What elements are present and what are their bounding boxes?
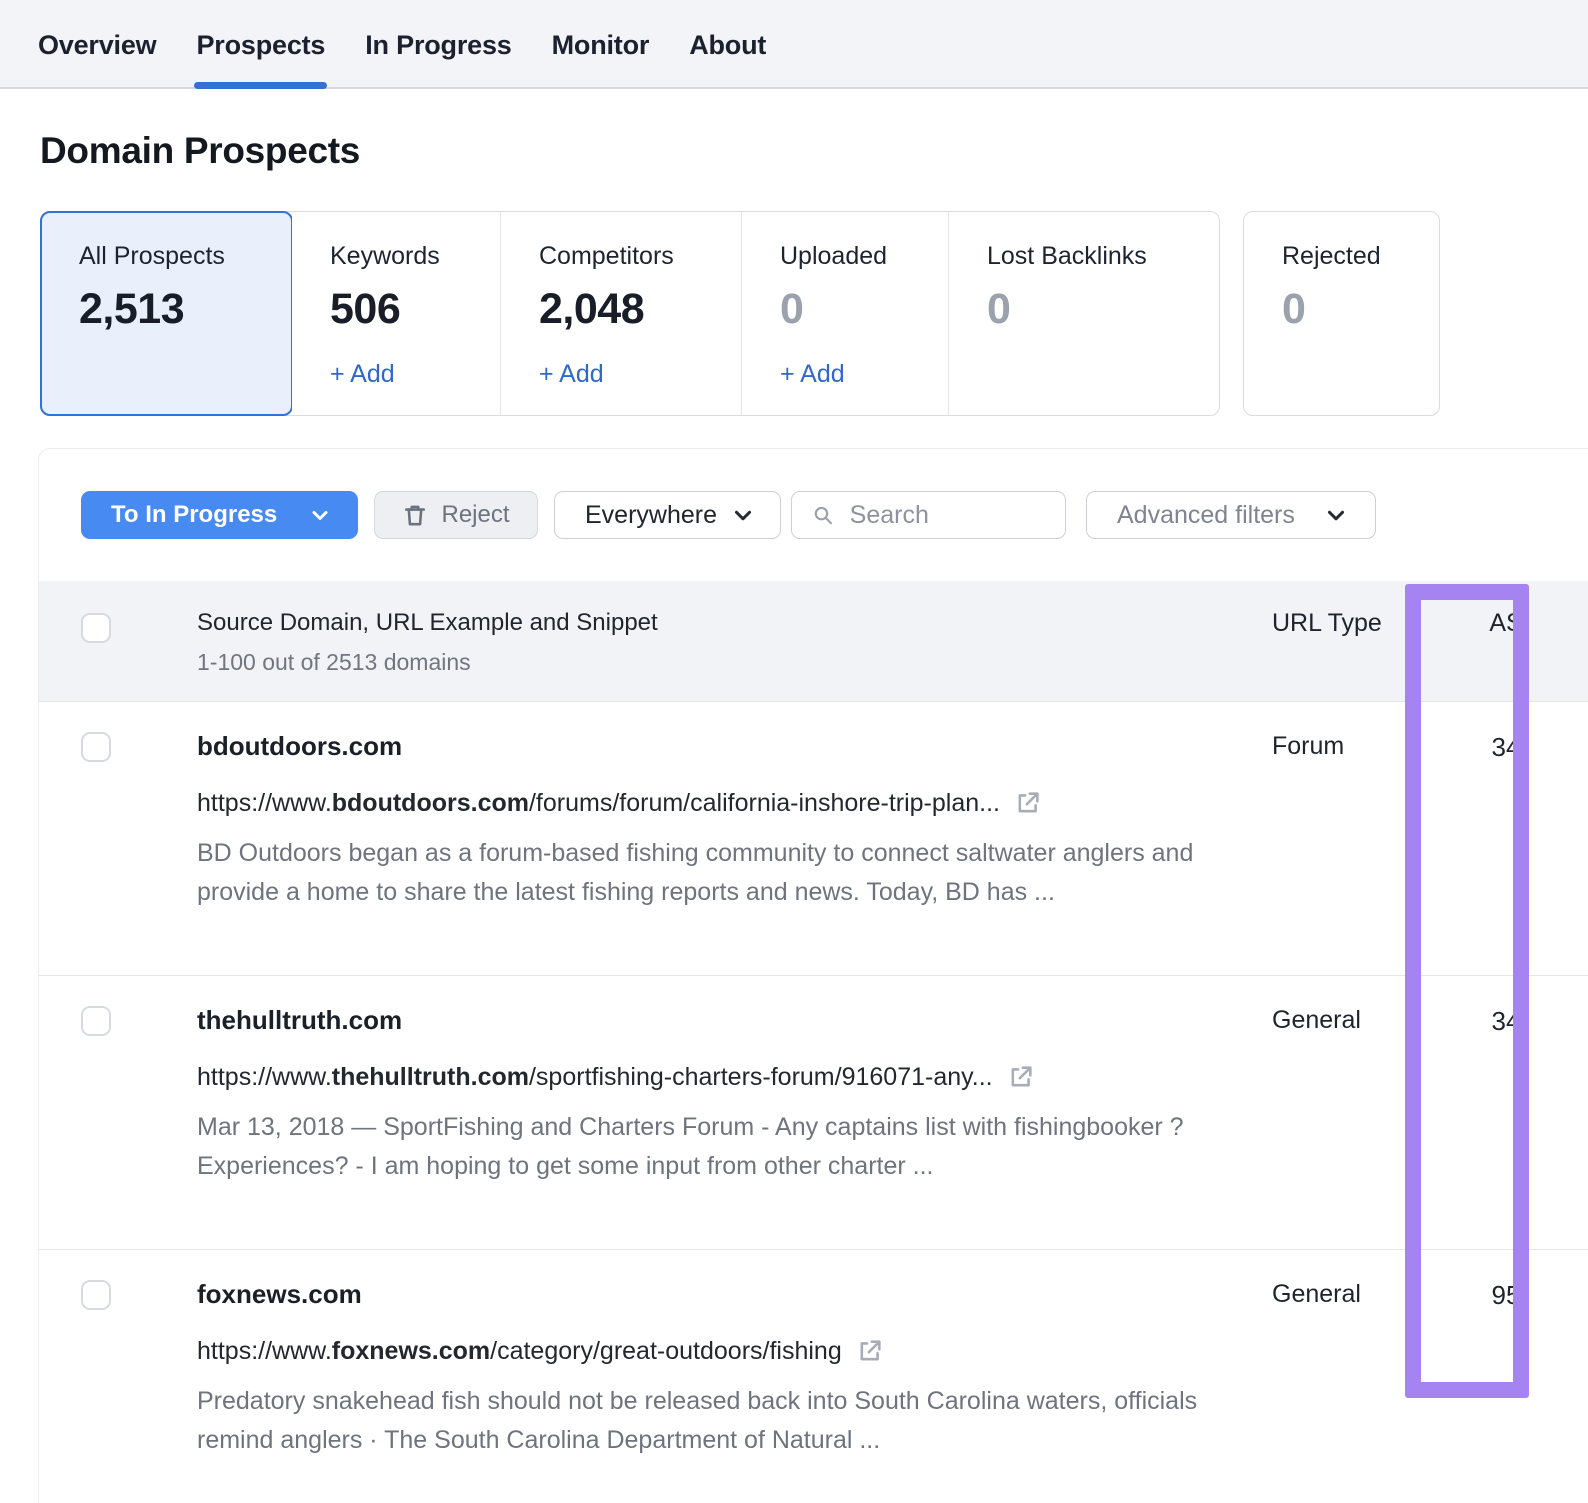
card-value: 2,513 xyxy=(79,285,185,333)
card-value: 0 xyxy=(1282,285,1306,333)
search-box[interactable] xyxy=(791,491,1066,539)
card-uploaded[interactable]: Uploaded 0 + Add xyxy=(742,212,949,415)
pagination-summary: 1-100 out of 2513 domains xyxy=(197,649,471,675)
card-label: Keywords xyxy=(330,242,440,270)
to-in-progress-button[interactable]: To In Progress xyxy=(81,491,358,539)
chevron-down-icon xyxy=(734,510,752,521)
as-value: 95 xyxy=(1491,1280,1521,1310)
card-all-prospects[interactable]: All Prospects 2,513 xyxy=(40,211,293,416)
add-uploaded-link[interactable]: + Add xyxy=(780,360,845,388)
card-label: Lost Backlinks xyxy=(987,242,1147,270)
url-example: https://www.bdoutdoors.com/forums/forum/… xyxy=(197,786,1249,820)
top-navigation: Overview Prospects In Progress Monitor A… xyxy=(0,0,1588,89)
url-example: https://www.foxnews.com/category/great-o… xyxy=(197,1334,1249,1368)
url-example: https://www.thehulltruth.com/sportfishin… xyxy=(197,1060,1249,1094)
card-competitors[interactable]: Competitors 2,048 + Add xyxy=(501,212,742,415)
reject-label: Reject xyxy=(441,501,510,528)
prospect-card-group: All Prospects 2,513 Keywords 506 + Add C… xyxy=(40,211,1220,416)
scope-value: Everywhere xyxy=(585,500,717,529)
table-toolbar: To In Progress Reject Everywhere Advance… xyxy=(39,449,1588,581)
row-checkbox[interactable] xyxy=(81,1006,111,1036)
search-icon xyxy=(814,506,833,525)
url-snippet: BD Outdoors began as a forum-based fishi… xyxy=(197,839,1194,906)
card-label: Rejected xyxy=(1282,242,1381,270)
table-row: bdoutdoors.com https://www.bdoutdoors.co… xyxy=(39,701,1588,975)
table-header: Source Domain, URL Example and Snippet 1… xyxy=(39,581,1588,701)
scope-select[interactable]: Everywhere xyxy=(554,491,781,539)
prospect-cards: All Prospects 2,513 Keywords 506 + Add C… xyxy=(40,211,1588,416)
source-domain[interactable]: bdoutdoors.com xyxy=(197,731,403,761)
select-all-checkbox[interactable] xyxy=(81,613,111,643)
url-text[interactable]: https://www.bdoutdoors.com/forums/forum/… xyxy=(197,789,1000,817)
url-snippet: Mar 13, 2018 — SportFishing and Charters… xyxy=(197,1113,1184,1180)
external-link-icon[interactable] xyxy=(1014,789,1042,817)
table-row: foxnews.com https://www.foxnews.com/cate… xyxy=(39,1249,1588,1503)
card-value: 0 xyxy=(780,285,804,333)
source-domain[interactable]: foxnews.com xyxy=(197,1279,362,1309)
card-label: Uploaded xyxy=(780,242,888,270)
card-value: 0 xyxy=(987,285,1011,333)
card-lost-backlinks[interactable]: Lost Backlinks 0 xyxy=(949,212,1219,415)
url-type-value: General xyxy=(1272,1006,1361,1034)
add-competitors-link[interactable]: + Add xyxy=(539,360,604,388)
card-keywords[interactable]: Keywords 506 + Add xyxy=(292,212,501,415)
chevron-down-icon xyxy=(312,511,328,520)
search-input[interactable] xyxy=(847,499,1049,531)
column-header-as[interactable]: AS xyxy=(1489,609,1523,637)
card-rejected[interactable]: Rejected 0 xyxy=(1243,211,1440,416)
chevron-down-icon xyxy=(1327,510,1345,521)
row-checkbox[interactable] xyxy=(81,1280,111,1310)
card-value: 2,048 xyxy=(539,285,645,333)
tab-prospects[interactable]: Prospects xyxy=(194,30,328,89)
card-value: 506 xyxy=(330,285,401,333)
url-text[interactable]: https://www.foxnews.com/category/great-o… xyxy=(197,1337,842,1365)
prospects-panel: To In Progress Reject Everywhere Advance… xyxy=(38,448,1588,1503)
trash-icon xyxy=(405,505,426,526)
page-title: Domain Prospects xyxy=(40,130,361,171)
add-keywords-link[interactable]: + Add xyxy=(330,360,395,388)
as-value: 34 xyxy=(1491,732,1521,762)
reject-button[interactable]: Reject xyxy=(374,491,538,539)
card-label: Competitors xyxy=(539,242,674,270)
card-label: All Prospects xyxy=(79,242,225,270)
external-link-icon[interactable] xyxy=(856,1337,884,1365)
column-header-source-domain[interactable]: Source Domain, URL Example and Snippet xyxy=(197,609,658,636)
table-row: thehulltruth.com https://www.thehulltrut… xyxy=(39,975,1588,1249)
url-type-value: Forum xyxy=(1272,732,1345,760)
row-checkbox[interactable] xyxy=(81,732,111,762)
url-snippet: Predatory snakehead fish should not be r… xyxy=(197,1387,1198,1454)
to-in-progress-label: To In Progress xyxy=(111,501,278,528)
url-type-value: General xyxy=(1272,1280,1361,1308)
tab-overview[interactable]: Overview xyxy=(38,30,157,60)
tab-about[interactable]: About xyxy=(689,30,767,60)
as-value: 34 xyxy=(1491,1006,1521,1036)
tab-in-progress[interactable]: In Progress xyxy=(365,30,512,60)
url-text[interactable]: https://www.thehulltruth.com/sportfishin… xyxy=(197,1063,993,1091)
source-domain[interactable]: thehulltruth.com xyxy=(197,1005,403,1035)
tab-monitor[interactable]: Monitor xyxy=(551,30,650,60)
column-header-url-type[interactable]: URL Type xyxy=(1272,609,1382,637)
advanced-filters-button[interactable]: Advanced filters xyxy=(1086,491,1376,539)
advanced-filters-label: Advanced filters xyxy=(1117,500,1295,529)
external-link-icon[interactable] xyxy=(1007,1063,1035,1091)
